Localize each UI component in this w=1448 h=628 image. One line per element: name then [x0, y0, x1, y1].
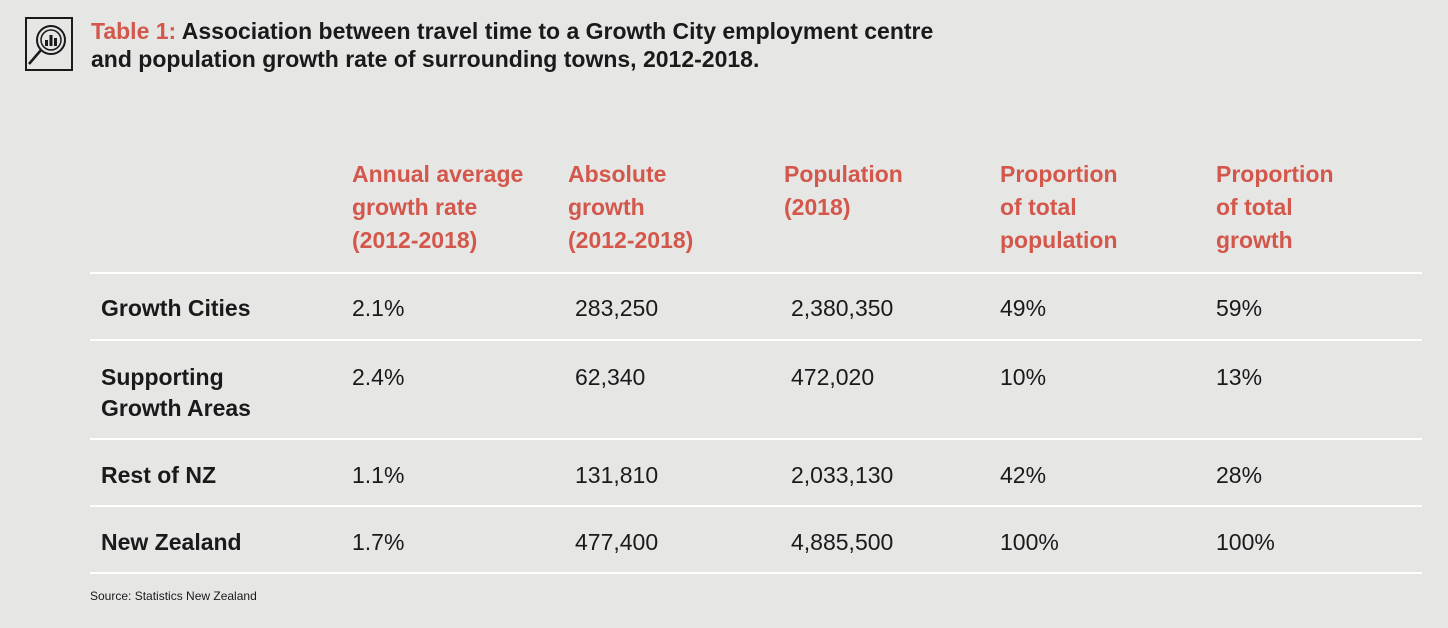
- cell-growth-rate: 1.7%: [352, 529, 405, 555]
- row-label: Rest of NZ: [101, 462, 216, 488]
- cell-growth-rate: 1.1%: [352, 462, 405, 488]
- col-header-proportion-population: Proportion of total population: [1000, 158, 1200, 257]
- col-header-line: of total: [1000, 194, 1077, 220]
- table-divider: [90, 272, 1422, 274]
- row-label: Supporting Growth Areas: [101, 362, 311, 424]
- col-header-line: Proportion: [1000, 161, 1118, 187]
- col-header-absolute-growth: Absolute growth (2012-2018): [568, 158, 768, 257]
- row-label-line: Supporting: [101, 364, 224, 390]
- row-label: New Zealand: [101, 529, 242, 555]
- cell-proportion-growth: 100%: [1216, 529, 1275, 555]
- cell-absolute-growth: 477,400: [575, 529, 659, 555]
- col-header-line: Absolute: [568, 161, 667, 187]
- magnifier-bar-chart-icon: [24, 17, 74, 71]
- table-divider: [90, 339, 1422, 341]
- table-header-row: Annual average growth rate (2012-2018) A…: [90, 158, 1422, 272]
- cell-proportion-population: 49%: [1000, 295, 1047, 321]
- col-header-growth-rate: Annual average growth rate (2012-2018): [352, 158, 552, 257]
- col-header-line: of total: [1216, 194, 1293, 220]
- cell-proportion-growth: 13%: [1216, 364, 1263, 390]
- col-header-line: growth: [568, 194, 645, 220]
- cell-proportion-population: 10%: [1000, 364, 1047, 390]
- table-row-supporting-growth-areas: Supporting Growth Areas 2.4% 62,340 472,…: [90, 341, 1422, 438]
- cell-population: 4,885,500: [791, 529, 894, 555]
- col-header-proportion-growth: Proportion of total growth: [1216, 158, 1416, 257]
- data-table: Annual average growth rate (2012-2018) A…: [90, 158, 1422, 574]
- cell-proportion-population: 100%: [1000, 529, 1059, 555]
- col-header-line: (2018): [784, 194, 851, 220]
- row-label: Growth Cities: [101, 295, 251, 321]
- cell-population: 2,380,350: [791, 295, 894, 321]
- table-divider: [90, 572, 1422, 574]
- cell-proportion-growth: 59%: [1216, 295, 1263, 321]
- col-header-line: Population: [784, 161, 903, 187]
- row-label-line: Growth Areas: [101, 395, 251, 421]
- source-note: Source: Statistics New Zealand: [90, 589, 257, 603]
- col-header-line: Annual average: [352, 161, 524, 187]
- cell-population: 2,033,130: [791, 462, 894, 488]
- col-header-line: growth: [1216, 227, 1293, 253]
- table-tag: Table 1:: [91, 18, 177, 44]
- table-row-rest-of-nz: Rest of NZ 1.1% 131,810 2,033,130 42% 28…: [90, 440, 1422, 505]
- table-row-new-zealand: New Zealand 1.7% 477,400 4,885,500 100% …: [90, 507, 1422, 572]
- table-row-growth-cities: Growth Cities 2.1% 283,250 2,380,350 49%…: [90, 274, 1422, 339]
- col-header-line: Proportion: [1216, 161, 1334, 187]
- cell-absolute-growth: 62,340: [575, 364, 646, 390]
- title-line-2: and population growth rate of surroundin…: [91, 46, 760, 72]
- cell-growth-rate: 2.4%: [352, 364, 405, 390]
- cell-growth-rate: 2.1%: [352, 295, 405, 321]
- table-divider: [90, 505, 1422, 507]
- title-line-1: Association between travel time to a Gro…: [181, 18, 934, 44]
- col-header-line: (2012-2018): [352, 227, 478, 253]
- table-divider: [90, 438, 1422, 440]
- cell-absolute-growth: 131,810: [575, 462, 659, 488]
- col-header-line: population: [1000, 227, 1118, 253]
- col-header-population: Population (2018): [784, 158, 984, 224]
- cell-absolute-growth: 283,250: [575, 295, 659, 321]
- cell-population: 472,020: [791, 364, 875, 390]
- col-header-line: (2012-2018): [568, 227, 694, 253]
- cell-proportion-population: 42%: [1000, 462, 1047, 488]
- col-header-line: growth rate: [352, 194, 478, 220]
- cell-proportion-growth: 28%: [1216, 462, 1263, 488]
- table-title: Table 1: Association between travel time…: [91, 17, 1091, 73]
